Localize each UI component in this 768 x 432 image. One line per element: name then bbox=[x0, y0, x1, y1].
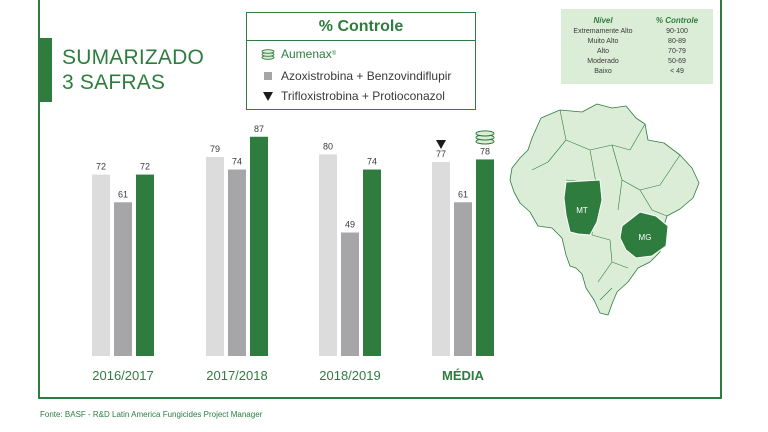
bar bbox=[432, 161, 450, 356]
bar bbox=[341, 232, 359, 356]
category-label: 2018/2019 bbox=[319, 368, 380, 383]
category-label: 2016/2017 bbox=[92, 368, 153, 383]
level-range: 80-89 bbox=[668, 38, 686, 45]
title-line-1: SUMARIZADO bbox=[62, 46, 205, 69]
bar-value-label: 74 bbox=[232, 157, 242, 167]
bar-value-label: 77 bbox=[436, 149, 446, 159]
level-range: 90-100 bbox=[666, 28, 688, 35]
bar-value-label: 74 bbox=[367, 157, 377, 167]
stacked-discs-icon bbox=[261, 48, 275, 60]
bar bbox=[228, 169, 246, 356]
bar bbox=[206, 156, 224, 356]
state-mt bbox=[563, 179, 603, 236]
bar bbox=[476, 159, 494, 356]
state-mg bbox=[619, 211, 669, 259]
brazil-map: MT MG bbox=[509, 103, 700, 316]
legend-item-azoxistrobina: Azoxistrobina + Benzovindiflupir bbox=[261, 69, 451, 83]
bar bbox=[136, 174, 154, 356]
bar-value-label: 72 bbox=[96, 162, 106, 172]
legend-item-aumenax: Aumenax ® bbox=[261, 47, 336, 61]
legend-title: % Controle bbox=[247, 13, 475, 41]
level-name: Moderado bbox=[587, 58, 619, 65]
level-name: Alto bbox=[596, 48, 610, 55]
bar-value-label: 49 bbox=[345, 220, 355, 230]
level-header-nivel: Nível bbox=[593, 16, 613, 25]
bar-value-label: 61 bbox=[118, 189, 128, 199]
legend-label-trifloxistrobina: Trifloxistrobina + Protioconazol bbox=[281, 89, 445, 103]
control-level-table: Nível % Controle Extremamente Alto 90-100… bbox=[561, 9, 713, 84]
level-range: 50-69 bbox=[668, 58, 686, 65]
title-line-2: 3 SAFRAS bbox=[62, 71, 166, 94]
bar bbox=[454, 202, 472, 356]
bar-value-label: 79 bbox=[210, 144, 220, 154]
bar-value-label: 80 bbox=[323, 141, 333, 151]
level-range: < 49 bbox=[670, 68, 684, 75]
bar bbox=[319, 154, 337, 356]
legend-item-trifloxistrobina: Trifloxistrobina + Protioconazol bbox=[261, 89, 445, 103]
level-table-row: Extremamente Alto 90-100 bbox=[561, 27, 713, 37]
level-table-row: Baixo < 49 bbox=[561, 67, 713, 77]
map-outline bbox=[509, 103, 700, 316]
category-label: 2017/2018 bbox=[206, 368, 267, 383]
state-label-mg: MG bbox=[639, 233, 652, 242]
bar-value-label: 78 bbox=[480, 146, 490, 156]
page-title: SUMARIZADO 3 SAFRAS bbox=[62, 45, 204, 95]
black-triangle-icon bbox=[436, 139, 446, 149]
black-triangle-icon bbox=[263, 91, 273, 101]
title-accent-bar bbox=[38, 38, 52, 102]
level-table-row: Alto 70-79 bbox=[561, 47, 713, 57]
level-table-row: Muito Alto 80-89 bbox=[561, 37, 713, 47]
gray-square-icon bbox=[264, 72, 272, 80]
bar-value-label: 87 bbox=[254, 124, 264, 134]
bar-value-label: 72 bbox=[140, 162, 150, 172]
category-label: MÉDIA bbox=[442, 368, 485, 383]
level-table-header: Nível % Controle bbox=[561, 15, 713, 27]
level-table-row: Moderado 50-69 bbox=[561, 57, 713, 67]
bar-group: 72 61 72 2016/2017 79 74 87 2017/2018 80 49 74 2018… bbox=[92, 124, 495, 383]
level-name: Extremamente Alto bbox=[573, 28, 633, 35]
source-note: Fonte: BASF - R&D Latin America Fungicid… bbox=[40, 410, 263, 419]
bar bbox=[363, 169, 381, 356]
bar bbox=[92, 174, 110, 356]
bar bbox=[114, 202, 132, 356]
chart-legend: % Controle Aumenax ® Azoxistrobina + Benz… bbox=[246, 12, 476, 110]
level-name: Baixo bbox=[594, 68, 612, 75]
legend-label-azoxistrobina: Azoxistrobina + Benzovindiflupir bbox=[281, 69, 452, 83]
stacked-discs-icon bbox=[475, 130, 495, 137]
legend-label-aumenax: Aumenax bbox=[281, 47, 332, 61]
level-name: Muito Alto bbox=[587, 38, 619, 45]
level-range: 70-79 bbox=[668, 48, 686, 55]
bar-value-label: 61 bbox=[458, 189, 468, 199]
level-header-controle: % Controle bbox=[655, 16, 699, 25]
state-label-mt: MT bbox=[576, 206, 588, 215]
bar bbox=[250, 136, 268, 356]
registered-mark: ® bbox=[331, 51, 337, 57]
